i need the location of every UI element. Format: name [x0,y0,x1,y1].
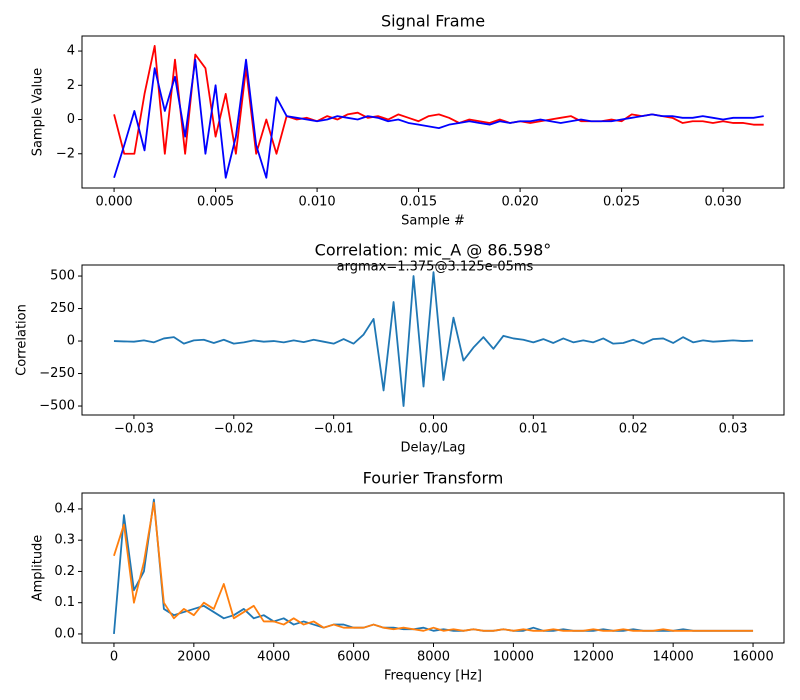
x-tick-label: −0.01 [314,422,354,437]
y-tick-label: 500 [50,269,75,284]
y-tick-label: 250 [50,301,75,316]
x-tick-label: 0.000 [95,195,132,210]
series-line [113,58,764,179]
axes-frame [81,492,785,644]
x-axis-label: Delay/Lag [400,441,465,456]
x-tick-label: 4000 [257,650,290,665]
x-tick-label: 0 [110,650,118,665]
y-axis-label: Sample Value [31,68,46,157]
y-tick-label: −2 [56,146,75,161]
y-tick-label: 0.0 [54,626,75,641]
x-tick-label: 0.010 [298,195,335,210]
y-axis-label: Correlation [15,304,30,376]
y-tick-label: −500 [39,399,75,414]
series-line [113,501,754,632]
x-tick-label: 6000 [337,650,370,665]
x-tick-label: 0.020 [501,195,538,210]
x-tick-label: 8000 [417,650,450,665]
chart-title: Correlation: mic_A @ 86.598° [315,241,552,261]
y-tick-label: 2 [67,78,75,93]
x-tick-label: 12000 [573,650,614,665]
x-tick-label: 16000 [732,650,773,665]
x-tick-label: 0.02 [619,422,648,437]
y-tick-label: 0.2 [54,564,75,579]
y-tick-label: 0.1 [54,595,75,610]
x-tick-label: 0.03 [719,422,748,437]
x-tick-label: 0.005 [197,195,234,210]
x-tick-label: 0.01 [519,422,548,437]
x-tick-label: 10000 [493,650,534,665]
y-tick-label: 4 [67,44,75,59]
chart-title: Signal Frame [381,12,485,31]
y-tick-label: 0 [67,112,75,127]
y-axis-label: Amplitude [31,535,46,602]
x-tick-label: 0.00 [419,422,448,437]
x-axis-label: Frequency [Hz] [384,669,482,684]
x-tick-label: −0.03 [114,422,154,437]
series-line [113,498,754,635]
series-line [113,271,754,407]
chart-title: Fourier Transform [363,469,504,488]
x-tick-label: 0.015 [400,195,437,210]
y-tick-label: 0.3 [54,533,75,548]
series-line [113,45,764,155]
x-tick-label: 0.025 [603,195,640,210]
y-tick-label: 0.4 [54,501,75,516]
x-tick-label: 0.030 [704,195,741,210]
x-tick-label: 14000 [652,650,693,665]
x-axis-label: Sample # [401,214,465,229]
axes-frame [81,35,785,189]
y-tick-label: 0 [67,334,75,349]
annotation: argmax=1.375@3.125e-05ms [337,260,534,275]
y-tick-label: −250 [39,366,75,381]
x-tick-label: −0.02 [214,422,254,437]
x-tick-label: 2000 [177,650,210,665]
